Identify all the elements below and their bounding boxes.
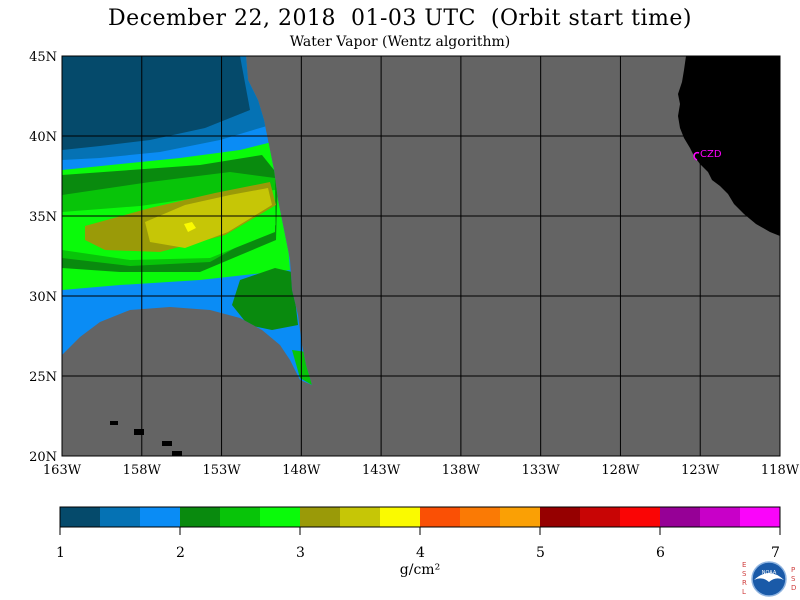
longitude-label: 153W: [202, 463, 241, 478]
longitude-label: 148W: [282, 463, 321, 478]
svg-text:S: S: [791, 575, 796, 583]
longitude-label: 163W: [43, 463, 82, 478]
colorbar-tick-label: 1: [56, 545, 65, 561]
colorbar-tick-label: 3: [296, 545, 305, 561]
colorbar-swatch: [260, 507, 301, 527]
colorbar-swatch: [180, 507, 221, 527]
longitude-label: 158W: [123, 463, 162, 478]
svg-text:D: D: [791, 584, 796, 592]
latitude-label: 20N: [29, 450, 57, 465]
colorbar-swatch: [300, 507, 341, 527]
plot-frame: [61, 55, 781, 457]
longitude-label: 143W: [362, 463, 401, 478]
svg-text:P: P: [791, 566, 795, 574]
longitude-label: 118W: [761, 463, 800, 478]
hawaii-island: [172, 451, 182, 456]
colorbar-tick-label: 5: [536, 545, 545, 561]
colorbar-swatch: [340, 507, 381, 527]
page-title: December 22, 2018 01-03 UTC (Orbit start…: [108, 6, 692, 31]
latitude-label: 25N: [29, 370, 57, 385]
latitude-label: 30N: [29, 290, 57, 305]
hawaii-island: [134, 429, 144, 435]
colorbar-swatch: [420, 507, 461, 527]
land-masses: [110, 56, 780, 456]
water-vapor-band: [62, 56, 250, 150]
colorbar: [59, 506, 781, 535]
north-america-coastline: [678, 56, 780, 236]
latitude-label: 45N: [29, 50, 57, 65]
longitude-labels: 163W 158W 153W 148W 143W 138W 133W 128W 123W 118W: [43, 463, 800, 478]
latitude-labels: 45N 40N 35N 30N 25N 20N: [29, 50, 57, 465]
colorbar-swatch: [60, 507, 101, 527]
svg-text:R: R: [742, 579, 747, 587]
colorbar-swatch: [620, 507, 661, 527]
colorbar-swatch: [380, 507, 421, 527]
colorbar-unit: g/cm²: [399, 562, 441, 578]
colorbar-swatch: [700, 507, 741, 527]
colorbar-swatch: [500, 507, 541, 527]
colorbar-swatch: [740, 507, 781, 527]
colorbar-swatch: [100, 507, 141, 527]
water-vapor-band: [145, 188, 272, 248]
longitude-label: 133W: [522, 463, 561, 478]
latitude-label: 40N: [29, 130, 57, 145]
colorbar-swatch: [140, 507, 181, 527]
water-vapor-band: [184, 222, 196, 232]
noaa-bird-icon: [754, 573, 784, 582]
colorbar-swatch: [580, 507, 621, 527]
colorbar-tick-label: 4: [416, 545, 425, 561]
colorbar-swatch: [220, 507, 261, 527]
colorbar-tick-label: 2: [176, 545, 185, 561]
longitude-label: 128W: [601, 463, 640, 478]
station-symbol: [693, 151, 700, 161]
svg-text:L: L: [742, 588, 746, 596]
longitude-label: 138W: [442, 463, 481, 478]
colorbar-tick-label: 6: [656, 545, 665, 561]
colorbar-swatch: [660, 507, 701, 527]
hawaii-island: [162, 441, 172, 446]
hawaii-island: [110, 421, 118, 425]
colorbar-swatch: [460, 507, 501, 527]
station-marker: CZD: [693, 149, 722, 161]
svg-text:E: E: [742, 561, 746, 569]
station-label: CZD: [700, 149, 722, 160]
svg-text:NOAA: NOAA: [762, 570, 777, 576]
colorbar-swatch: [540, 507, 581, 527]
water-vapor-band: [232, 268, 298, 330]
colorbar-tick-label: 7: [771, 545, 780, 561]
page-subtitle: Water Vapor (Wentz algorithm): [289, 34, 511, 50]
longitude-label: 123W: [681, 463, 720, 478]
latitude-label: 35N: [29, 210, 57, 225]
svg-text:S: S: [742, 570, 747, 578]
